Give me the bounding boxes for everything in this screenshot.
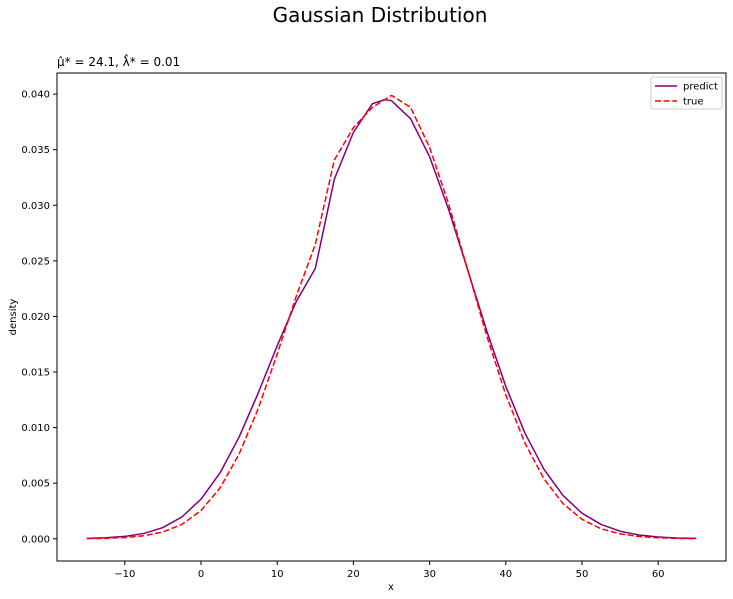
x-axis-label: x: [388, 582, 394, 593]
legend-label-predict: predict: [683, 82, 718, 93]
x-tick-label: −10: [114, 569, 135, 580]
legend-label-true: true: [683, 97, 704, 108]
x-tick-label: 60: [652, 569, 665, 580]
y-tick-label: 0.015: [21, 368, 50, 379]
x-tick-label: 0: [198, 569, 204, 580]
plot-area: [86, 94, 697, 540]
x-tick-label: 40: [499, 569, 512, 580]
y-tick-label: 0.005: [21, 479, 50, 490]
y-axis-label: density: [8, 299, 19, 336]
y-tick-label: 0.035: [21, 145, 50, 156]
legend: predict true: [650, 76, 723, 110]
y-tick-label: 0.025: [21, 256, 50, 267]
chart-title: Gaussian Distribution: [273, 3, 488, 27]
y-tick-label: 0.020: [21, 312, 50, 323]
x-tick-label: 30: [423, 569, 436, 580]
series-line-true: [86, 94, 697, 540]
y-tick-label: 0.000: [21, 534, 50, 545]
y-tick-label: 0.030: [21, 201, 50, 212]
axes-frame: [56, 72, 727, 562]
y-tick-label: 0.040: [21, 90, 50, 101]
x-tick-label: 10: [271, 569, 284, 580]
y-tick-label: 0.010: [21, 423, 50, 434]
axes-title: μ̂* = 24.1, λ̂* = 0.01: [57, 53, 180, 69]
x-axis: −10 0 10 20 30 40 50 60: [114, 561, 665, 580]
x-tick-label: 20: [347, 569, 360, 580]
series-line-predict: [86, 98, 697, 540]
y-axis: 0.000 0.005 0.010 0.015 0.020 0.025 0.030 0.035…: [21, 90, 57, 545]
x-tick-label: 50: [576, 569, 589, 580]
